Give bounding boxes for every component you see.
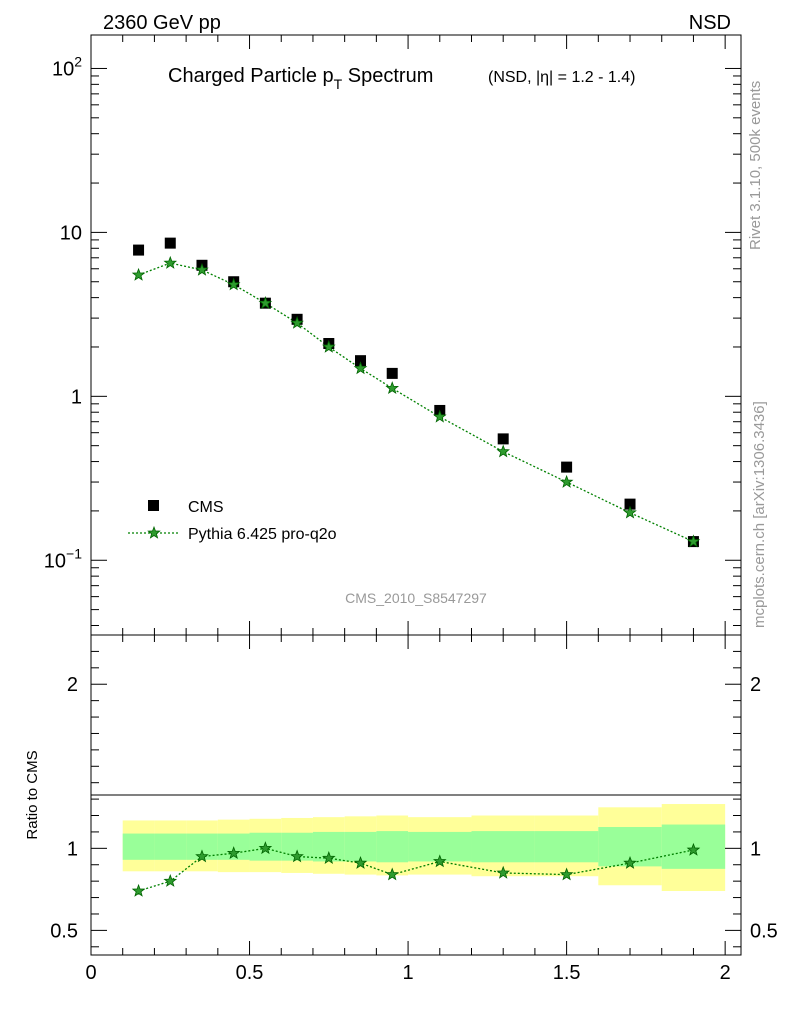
mc-line bbox=[138, 262, 694, 543]
ratio-mc-point bbox=[623, 855, 637, 869]
chart-title: Charged Particle pT Spectrum bbox=[168, 65, 433, 92]
main-panel: 10−1 1 10 102 bbox=[44, 34, 742, 636]
y-tick-label: 10 bbox=[60, 222, 82, 244]
mc-point bbox=[163, 255, 178, 269]
ratio-band-inner bbox=[122, 833, 155, 860]
legend-mc-marker bbox=[147, 525, 161, 539]
ratio-mc-point bbox=[163, 874, 178, 887]
chart-title-main: Charged Particle p bbox=[168, 65, 334, 87]
legend: CMS Pythia 6.425 pro-q2o bbox=[128, 499, 337, 543]
ratio-mc-point bbox=[559, 867, 574, 881]
ratio-mc-point bbox=[290, 849, 304, 863]
header-right: NSD bbox=[689, 12, 731, 34]
ratio-band-inner bbox=[154, 833, 187, 860]
ratio-y-tick-label-right: 2 bbox=[750, 674, 761, 696]
y-tick-label: 102 bbox=[52, 53, 82, 80]
mc-point bbox=[131, 267, 146, 281]
cms-point bbox=[355, 355, 367, 367]
mc-point bbox=[322, 339, 336, 353]
mc-point bbox=[432, 409, 447, 423]
cms-point bbox=[497, 433, 509, 445]
mc-point bbox=[385, 381, 400, 395]
mc-point bbox=[686, 534, 701, 548]
header-left: 2360 GeV pp bbox=[103, 12, 221, 34]
chart-title-extra: (NSD, |η| = 1.2 - 1.4) bbox=[488, 69, 635, 86]
cms-point bbox=[386, 367, 398, 379]
ratio-mc-point bbox=[432, 854, 447, 868]
ratio-mc-point bbox=[195, 849, 209, 863]
legend-mc-label: Pythia 6.425 pro-q2o bbox=[188, 526, 337, 543]
ratio-mc-point bbox=[322, 851, 336, 864]
ratio-mc-point bbox=[226, 846, 241, 860]
ratio-mc-point bbox=[353, 855, 368, 869]
side-label-top: Rivet 3.1.10, 500k events bbox=[747, 81, 764, 250]
y-tick-label: 1 bbox=[71, 386, 82, 408]
chart-title-main2: Spectrum bbox=[342, 65, 433, 87]
legend-cms-marker bbox=[148, 500, 159, 511]
ratio-y-tick-label-right: 0.5 bbox=[750, 920, 778, 942]
x-tick-label: 1 bbox=[403, 962, 414, 984]
ratio-mc-point bbox=[258, 841, 273, 855]
x-tick-label: 1.5 bbox=[553, 962, 581, 984]
ratio-band-inner bbox=[376, 831, 409, 863]
mc-point bbox=[195, 262, 209, 276]
ratio-y-tick-label: 1 bbox=[67, 838, 78, 860]
ratio-band-inner bbox=[534, 831, 599, 863]
mc-point bbox=[353, 361, 368, 375]
mc-point bbox=[290, 315, 304, 329]
x-tick-label: 0 bbox=[85, 962, 96, 984]
mc-point bbox=[496, 444, 510, 458]
ratio-mc-point bbox=[496, 865, 510, 879]
side-label-bottom: mcplots.cern.ch [arXiv:1306.3436] bbox=[751, 401, 768, 628]
ratio-frame bbox=[90, 634, 742, 956]
mc-point bbox=[226, 277, 241, 291]
mc-point bbox=[559, 474, 574, 488]
ratio-mc-point bbox=[131, 883, 146, 897]
legend-cms-label: CMS bbox=[188, 499, 224, 516]
ratio-band-inner bbox=[471, 831, 535, 863]
analysis-id: CMS_2010_S8547297 bbox=[345, 590, 487, 606]
ratio-y-tick-label: 0.5 bbox=[50, 920, 78, 942]
cms-point bbox=[133, 244, 145, 256]
cms-point bbox=[561, 461, 573, 473]
main-frame bbox=[90, 34, 742, 636]
ratio-mc-point bbox=[385, 867, 400, 881]
cms-point bbox=[164, 237, 176, 249]
ratio-y-tick-label: 2 bbox=[67, 674, 78, 696]
y-tick-label: 10−1 bbox=[44, 545, 82, 572]
ratio-y-tick-label-right: 1 bbox=[750, 838, 761, 860]
cms-point bbox=[624, 498, 636, 510]
x-tick-label: 0.5 bbox=[236, 962, 264, 984]
chart-title-sub: T bbox=[334, 76, 343, 92]
mc-point bbox=[258, 296, 273, 309]
ratio-mc-line bbox=[138, 847, 694, 892]
ratio-ylabel: Ratio to CMS bbox=[24, 750, 41, 839]
mc-point bbox=[623, 505, 637, 519]
ratio-mc-point bbox=[686, 842, 701, 856]
ratio-panel: 0.5 0.5 1 1 2 2 0 0.5 1 1.5 2 bbox=[50, 634, 778, 984]
x-tick-label: 2 bbox=[720, 962, 731, 984]
